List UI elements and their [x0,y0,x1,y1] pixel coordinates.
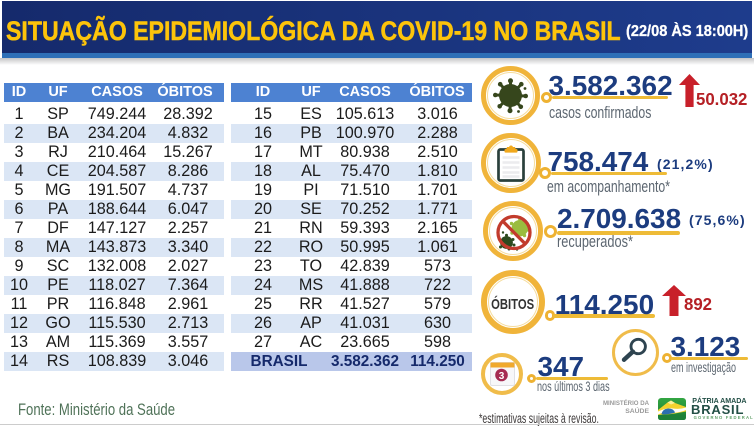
svg-text:3: 3 [498,371,504,382]
